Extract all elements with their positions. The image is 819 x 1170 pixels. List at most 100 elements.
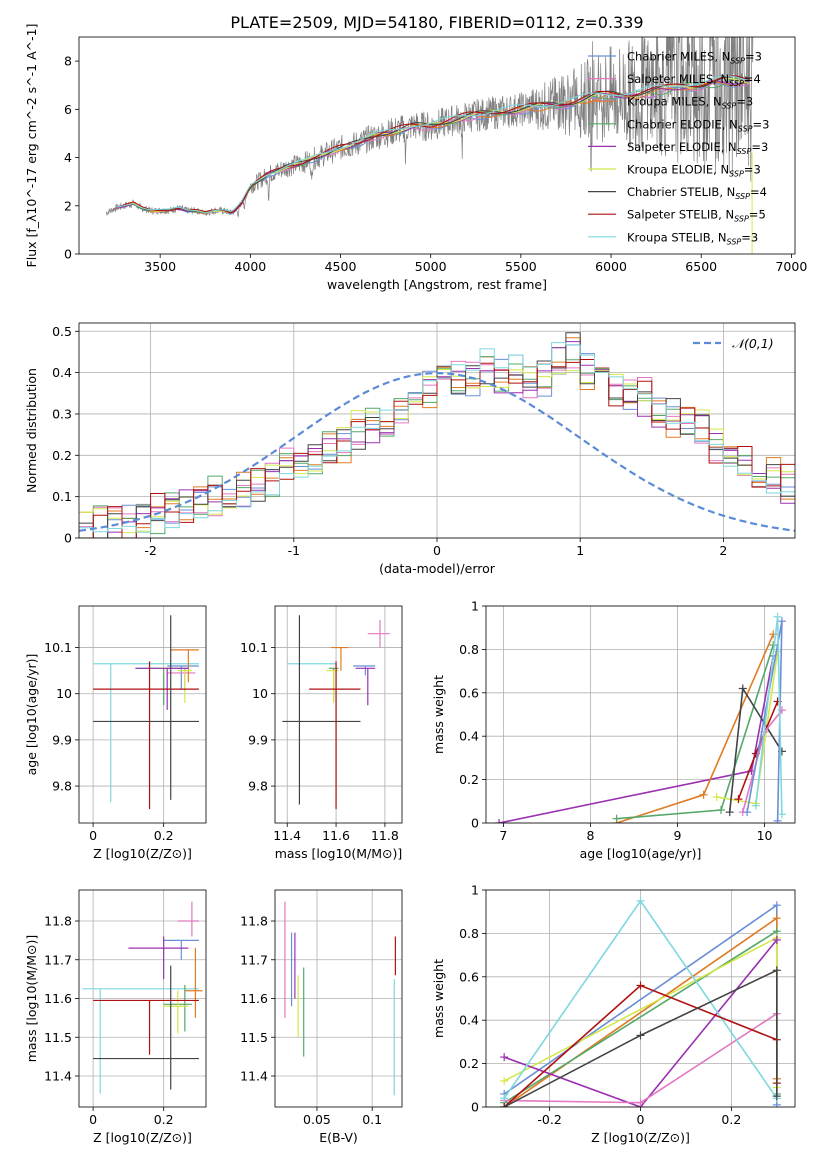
y-tick-label: 0.3: [52, 406, 72, 421]
y-axis-label: Flux [f_λ10^-17 erg cm^-2 s^-1 A^-1]: [24, 24, 39, 268]
y-axis-label: age [log10(age/yr)]: [24, 654, 39, 776]
y-tick-label: 11.8: [240, 914, 268, 929]
y-tick-label: 1: [471, 883, 479, 898]
y-axis-label: mass weight: [431, 959, 446, 1038]
age-vs-metallicity-panel: 0 0.2 9.8 9.9 10 10.1 Z [log10(Z/Z⊙)] age [log1…: [24, 605, 207, 861]
mass-weight-line: [503, 969, 778, 1107]
legend-nssp-subscript: SSP: [722, 102, 737, 111]
observed-spectrum: [105, 37, 754, 218]
legend-nssp-subscript: SSP: [734, 215, 749, 224]
plus-marker: [772, 914, 781, 923]
legend-nssp-value: 3: [746, 95, 753, 109]
y-axis-label: Normed distribution: [24, 368, 39, 493]
x-axis-label: Z [log10(Z/Z⊙)]: [93, 846, 192, 861]
x-axis-label: mass [log10(M/M⊙)]: [275, 846, 403, 861]
legend-nssp-prefix: , N: [706, 95, 722, 109]
legend-model-name: Salpeter ELODIE: [627, 140, 721, 154]
y-tick-label: 9.9: [52, 732, 72, 747]
plus-marker: [772, 1092, 781, 1101]
spectrum-panel: 3500 4000 4500 5000 5500 6000 6500 7000 0 2 4 6 8 wav…: [24, 24, 807, 292]
y-tick-label: 10: [252, 686, 268, 701]
y-tick-label: 9.9: [248, 732, 268, 747]
legend-entry: 𝒩(0,1): [732, 336, 774, 351]
y-tick-label: 0: [471, 1100, 479, 1115]
figure-title: PLATE=2509, MJD=54180, FIBERID=0112, z=0…: [230, 13, 643, 32]
axes-frame: [274, 605, 403, 824]
legend-nssp-value: 3: [753, 163, 760, 177]
y-tick-label: 0: [64, 531, 72, 546]
x-tick-label: 0: [433, 543, 441, 558]
mass-weight-line: [503, 939, 778, 1107]
legend-nssp-prefix: , N: [711, 230, 727, 244]
normal-curve: [79, 371, 795, 532]
y-tick-label: 10.1: [44, 640, 72, 655]
y-tick-label: 11.5: [240, 1030, 268, 1045]
plus-marker: [500, 1053, 509, 1062]
legend-nssp-prefix: , N: [714, 50, 730, 64]
plot-area: [495, 612, 786, 823]
x-tick-label: 0.2: [721, 1112, 741, 1127]
legend-model-name: Kroupa MILES: [627, 95, 706, 109]
legend-nssp-value: 3: [755, 50, 762, 64]
mass-vs-ebv-panel: 0.05 0.1 11.4 11.5 11.6 11.7 11.8 E(B-V): [240, 889, 403, 1145]
x-tick-label: 0: [637, 1112, 645, 1127]
legend-entry: Salpeter ELODIE, NSSP=3: [627, 140, 768, 156]
legend-model-name: Chabrier STELIB: [627, 185, 719, 199]
legend-model-name: Kroupa STELIB: [627, 230, 711, 244]
plot-area: [282, 615, 390, 810]
plot-area: [82, 901, 203, 1094]
legend-nssp-eq: =: [744, 72, 754, 86]
mass-weight-line: [498, 655, 774, 823]
y-tick-label: 11.4: [44, 1069, 72, 1084]
legend-nssp-eq: =: [753, 117, 763, 131]
plus-marker: [612, 814, 621, 823]
y-tick-label: 0.6: [459, 969, 479, 984]
y-tick-label: 0.2: [459, 772, 479, 787]
x-tick-label: 8: [586, 828, 594, 843]
x-tick-label: 11.8: [371, 828, 399, 843]
y-tick-label: 11.4: [240, 1069, 268, 1084]
x-tick-label: 4500: [325, 259, 357, 274]
legend-nssp-prefix: , N: [722, 117, 738, 131]
x-tick-label: 7000: [775, 259, 807, 274]
axes-frame: [78, 36, 796, 255]
x-tick-label: 5000: [415, 259, 447, 274]
mass-weight-line: [616, 644, 774, 820]
x-tick-label: 2: [719, 543, 727, 558]
y-tick-label: 1: [471, 599, 479, 614]
legend-entry: Salpeter MILES, NSSP=4: [627, 72, 761, 88]
legend-nssp-eq: =: [749, 208, 759, 222]
plus-marker: [495, 819, 504, 823]
model-spectrum: [115, 75, 750, 214]
x-tick-label: -1: [288, 543, 300, 558]
y-tick-label: 11.6: [240, 991, 268, 1006]
legend-entry: Kroupa ELODIE, NSSP=3: [627, 163, 761, 179]
x-axis-label: E(B-V): [319, 1130, 358, 1145]
y-tick-label: 0.6: [459, 685, 479, 700]
plus-marker: [751, 801, 760, 810]
legend-nssp-eq: =: [736, 95, 746, 109]
y-tick-label: 0.8: [459, 926, 479, 941]
x-tick-label: -0.2: [537, 1112, 561, 1127]
legend-entry: Kroupa MILES, NSSP=3: [627, 95, 753, 111]
plus-marker: [636, 1031, 645, 1040]
plus-marker: [712, 792, 721, 801]
legend-nssp-subscript: SSP: [730, 57, 745, 66]
y-tick-label: 11.7: [44, 952, 72, 967]
plus-marker: [500, 1103, 509, 1107]
x-tick-label: 6500: [685, 259, 717, 274]
y-axis-label: mass weight: [431, 675, 446, 754]
legend-nssp-prefix: , N: [713, 72, 729, 86]
legend-nssp-subscript: SSP: [727, 237, 742, 246]
y-tick-label: 0.2: [459, 1056, 479, 1071]
legend-entry: Chabrier ELODIE, NSSP=3: [627, 117, 769, 133]
plus-marker: [636, 1098, 645, 1107]
x-tick-label: 9: [674, 828, 682, 843]
legend-nssp-value: 5: [758, 208, 765, 222]
legend-nssp-subscript: SSP: [737, 147, 752, 156]
legend-nssp-prefix: , N: [713, 163, 729, 177]
plus-marker: [500, 1076, 509, 1085]
legend-nssp-prefix: , N: [719, 185, 735, 199]
x-tick-label: 6000: [595, 259, 627, 274]
plus-marker: [636, 981, 645, 990]
